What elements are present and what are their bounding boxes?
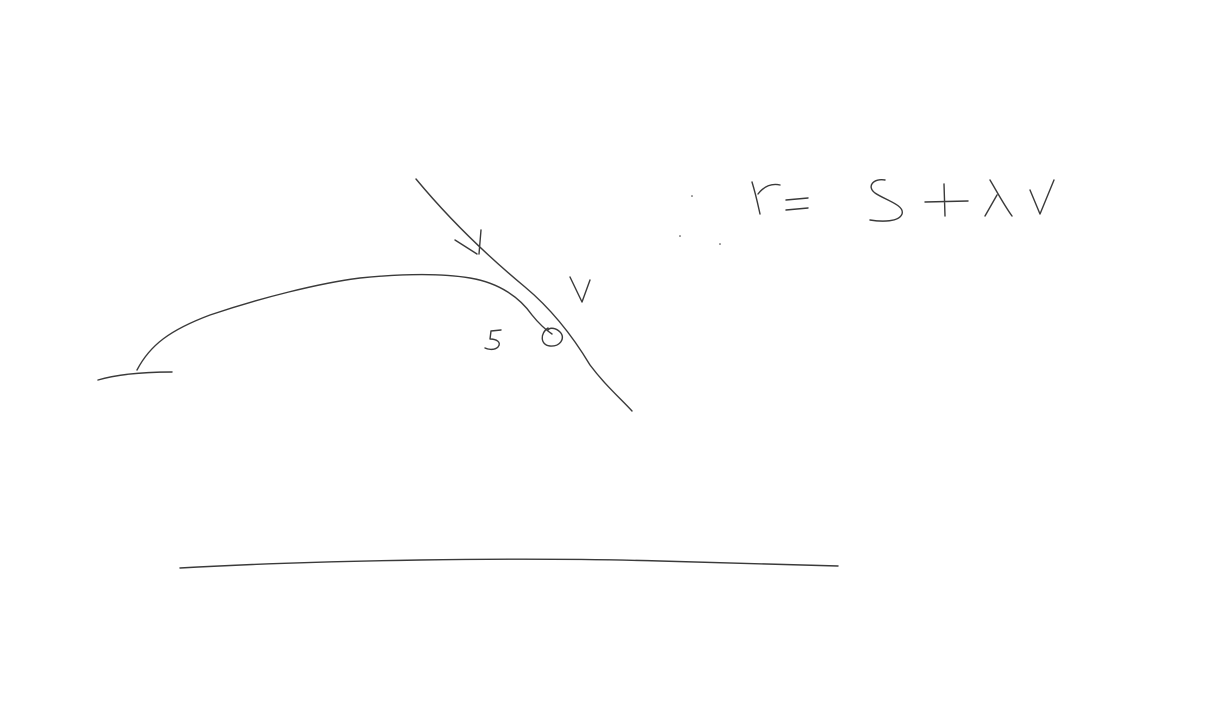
stray-dot xyxy=(691,195,693,197)
equation-v xyxy=(1029,179,1055,215)
equation-lambda xyxy=(984,179,1013,217)
ground-line xyxy=(179,558,839,569)
ray-line xyxy=(415,178,633,412)
stray-dot xyxy=(679,235,681,237)
label-v-glyph xyxy=(569,276,591,303)
equation-equals xyxy=(785,197,809,211)
equation-r xyxy=(751,181,781,215)
point-s-marker xyxy=(541,327,564,347)
equation-s xyxy=(869,178,903,222)
label-s-glyph xyxy=(484,329,502,351)
stray-dot xyxy=(719,243,721,245)
equation-plus xyxy=(924,183,969,217)
direction-arrowhead xyxy=(454,229,482,255)
curved-surface xyxy=(97,273,553,381)
